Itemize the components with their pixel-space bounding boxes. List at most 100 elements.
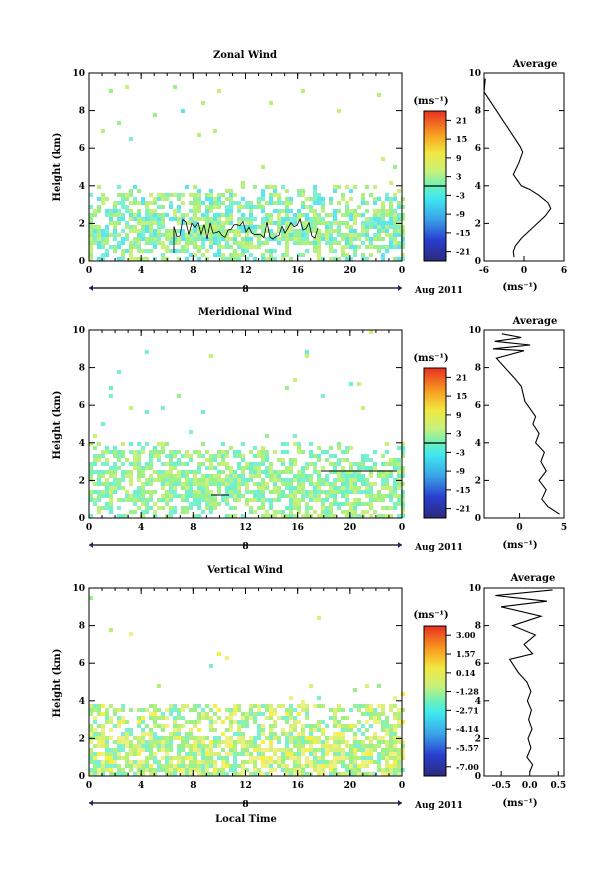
heatmap-cell — [325, 760, 329, 764]
heatmap-cell — [285, 233, 289, 237]
heatmap-cell — [201, 764, 205, 768]
heatmap-cell — [109, 466, 113, 470]
heatmap-cell — [177, 732, 181, 736]
heatmap-cell — [113, 209, 117, 213]
heatmap-cell — [161, 193, 165, 197]
heatmap-cell — [249, 510, 253, 514]
heatmap-cell — [381, 478, 385, 482]
heatmap-cell — [349, 189, 353, 193]
heatmap-cell — [365, 494, 369, 498]
heatmap-cell — [221, 225, 225, 229]
heatmap-cell — [265, 241, 269, 245]
heatmap-cell — [389, 752, 393, 756]
heatmap-cell — [345, 446, 349, 450]
heatmap-cell — [193, 229, 197, 233]
heatmap-cell — [137, 189, 141, 193]
heatmap-cell — [333, 764, 337, 768]
heatmap-cell — [105, 253, 109, 257]
avg-frame — [483, 587, 565, 777]
heatmap-cell — [97, 233, 101, 237]
heatmap-cell — [285, 225, 289, 229]
heatmap-cell — [105, 229, 109, 233]
heatmap-cell — [137, 462, 141, 466]
heatmap-cell — [325, 474, 329, 478]
heatmap-cell — [129, 217, 133, 221]
heatmap-cell — [401, 768, 405, 772]
heatmap-cell — [241, 470, 245, 474]
heatmap-cell — [209, 716, 213, 720]
heatmap-cell — [389, 756, 393, 760]
heatmap-cell — [249, 213, 253, 217]
heatmap-cell — [137, 724, 141, 728]
heatmap-cell — [113, 466, 117, 470]
heatmap-cell — [325, 478, 329, 482]
heatmap-cell — [337, 470, 341, 474]
heatmap-cell — [149, 454, 153, 458]
heatmap-cell — [197, 490, 201, 494]
heatmap-cell — [145, 768, 149, 772]
heatmap-cell — [169, 233, 173, 237]
heatmap-cell — [157, 221, 161, 225]
heatmap-cell — [293, 462, 297, 466]
heatmap-cell — [361, 458, 365, 462]
heatmap-cell — [265, 510, 269, 514]
heatmap-cell — [177, 768, 181, 772]
heatmap-cell — [389, 494, 393, 498]
heatmap-cell — [169, 470, 173, 474]
heatmap-cell — [209, 772, 213, 776]
heatmap-cell — [241, 217, 245, 221]
heatmap-cell — [109, 728, 113, 732]
heatmap-cell — [301, 225, 305, 229]
heatmap-cell — [273, 237, 277, 241]
heatmap-cell — [377, 752, 381, 756]
heatmap-cell — [89, 732, 93, 736]
heatmap-cell — [169, 764, 173, 768]
heatmap-cell — [401, 748, 405, 752]
heatmap-cell — [345, 744, 349, 748]
heatmap-cell — [121, 720, 125, 724]
heatmap-cell — [333, 213, 337, 217]
heatmap-cell — [249, 772, 253, 776]
heatmap-cell — [249, 490, 253, 494]
heatmap-cell — [397, 748, 401, 752]
heatmap-cell — [317, 748, 321, 752]
heatmap-cell — [121, 442, 125, 446]
heatmap-cell — [141, 748, 145, 752]
heatmap-cell — [245, 217, 249, 221]
heatmap-cell — [253, 470, 257, 474]
heatmap-cell — [105, 458, 109, 462]
heatmap-cell — [341, 249, 345, 253]
heatmap-cell — [201, 241, 205, 245]
colorbar-tick-label: 0.14 — [456, 668, 476, 678]
heatmap-cell — [285, 245, 289, 249]
heatmap-cell — [333, 217, 337, 221]
heatmap-cell — [233, 454, 237, 458]
heatmap-cell — [381, 506, 385, 510]
heatmap-cell — [341, 510, 345, 514]
heatmap-cell — [373, 498, 377, 502]
heatmap-cell — [281, 442, 285, 446]
avg-profile-line — [492, 333, 560, 515]
heatmap-cell — [401, 454, 405, 458]
heatmap-cell — [249, 237, 253, 241]
heatmap-cell — [197, 217, 201, 221]
heatmap-cell — [249, 474, 253, 478]
heatmap-cell — [265, 772, 269, 776]
avg-frame — [483, 329, 565, 519]
heatmap-cell — [181, 249, 185, 253]
heatmap-cell — [365, 684, 369, 688]
heatmap-cell — [341, 732, 345, 736]
heatmap-cell — [137, 221, 141, 225]
heatmap-cell — [241, 740, 245, 744]
heatmap-cell — [361, 510, 365, 514]
heatmap-cell — [313, 490, 317, 494]
heatmap-cell — [217, 197, 221, 201]
heatmap-cell — [129, 764, 133, 768]
heatmap-cell — [361, 502, 365, 506]
heatmap-cell — [133, 752, 137, 756]
heatmap-cell — [385, 221, 389, 225]
heatmap-cell — [129, 728, 133, 732]
y-tick-label: 0 — [79, 514, 85, 524]
heatmap-cell — [349, 213, 353, 217]
heatmap-cell — [161, 494, 165, 498]
